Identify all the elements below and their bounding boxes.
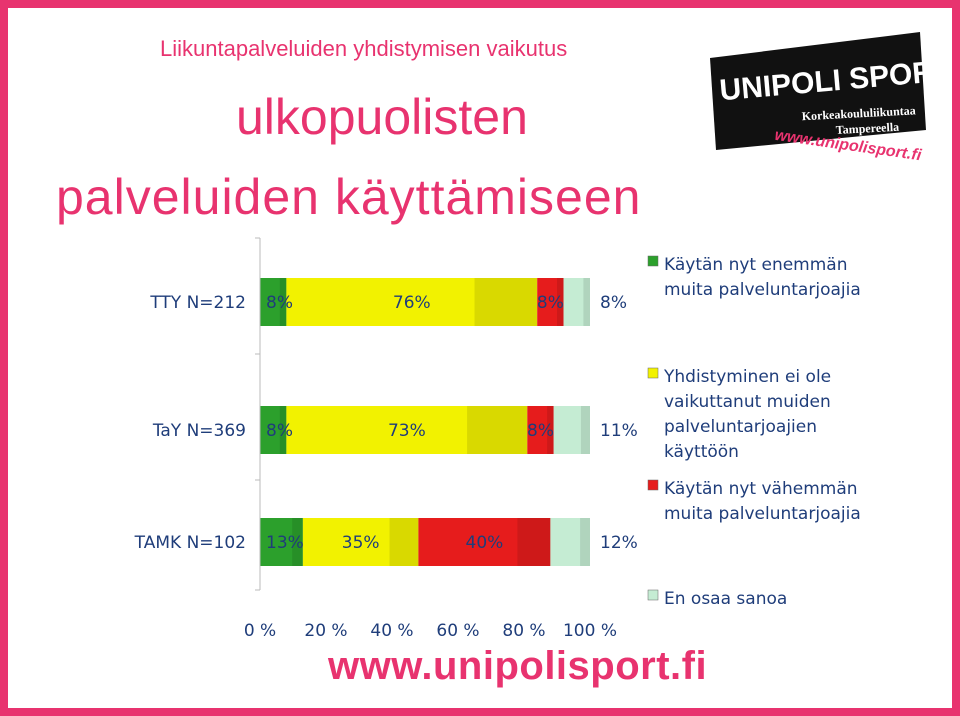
bar-segment — [302, 518, 419, 566]
x-axis: TTY N=212 TaY N=369 TAMK N=102 0 % 20 % 40 % 6… — [134, 237, 617, 641]
bar-segment-shade — [580, 406, 590, 454]
bar-segment-shade — [517, 518, 551, 566]
bar-segment-shade — [547, 406, 554, 454]
data-label: 8% — [537, 293, 564, 313]
bar-segment-shade — [389, 518, 419, 566]
x-tick-label: 80 % — [502, 621, 545, 641]
stacked-bar-chart: 8% 76% 8% 8% 8% 73% 8% 11% 13% 35% 40% 12% TTY N=21… — [134, 237, 861, 641]
logo-tagline1: Korkeakoululiikuntaa — [801, 103, 916, 123]
slide-title-line2: palveluiden käyttämiseen — [56, 169, 642, 225]
bar-segment — [537, 278, 564, 326]
x-tick-label: 40 % — [370, 621, 413, 641]
bar-segment — [553, 406, 590, 454]
legend-swatch — [647, 479, 659, 491]
unipoli-sport-logo: UNIPOLI SPORT Korkeakoululiikuntaa Tampe… — [710, 32, 926, 164]
category-label: TAMK N=102 — [134, 533, 246, 553]
bar-segment — [550, 518, 590, 566]
legend-swatch — [647, 255, 659, 267]
x-tick-label: 100 % — [563, 621, 617, 641]
x-tick-label: 0 % — [244, 621, 276, 641]
data-label: 8% — [266, 421, 293, 441]
bar-segment — [418, 518, 551, 566]
slide-subtitle: Liikuntapalveluiden yhdistymisen vaikutu… — [160, 36, 568, 61]
bar-segment — [286, 406, 528, 454]
bar-segment-shade — [279, 278, 287, 326]
data-label: 11% — [600, 421, 638, 441]
bar-segment-shade — [474, 278, 538, 326]
bar-segment-shade — [467, 406, 528, 454]
data-label: 73% — [388, 421, 426, 441]
bar-segment — [260, 406, 287, 454]
bar-segment-shade — [580, 518, 590, 566]
data-label: 8% — [266, 293, 293, 313]
legend-swatch — [647, 589, 659, 601]
bar-group: 8% 76% 8% 8% 8% 73% 8% 11% 13% 35% 40% 12% — [260, 278, 638, 566]
bar-segment — [260, 518, 303, 566]
data-label: 12% — [600, 533, 638, 553]
bar-segment-shade — [279, 406, 287, 454]
category-label: TaY N=369 — [152, 421, 246, 441]
bar-segment — [286, 278, 538, 326]
bar-segment-shade — [557, 278, 564, 326]
bar-segment — [260, 278, 287, 326]
logo-background — [710, 32, 926, 150]
bar-segment-shade — [583, 278, 590, 326]
bar-segment-shade — [292, 518, 303, 566]
data-label: 8% — [600, 293, 627, 313]
slide: Liikuntapalveluiden yhdistymisen vaikutu… — [8, 8, 952, 708]
footer-url: www.unipolisport.fi — [328, 644, 708, 688]
legend-label: En osaa sanoa — [664, 589, 787, 609]
data-label: 13% — [266, 533, 304, 553]
category-label: TTY N=212 — [149, 293, 246, 313]
bar-segment — [527, 406, 554, 454]
x-tick-label: 60 % — [436, 621, 479, 641]
logo-tagline2: Tampereella — [835, 120, 899, 137]
data-label: 8% — [527, 421, 554, 441]
data-label: 76% — [393, 293, 431, 313]
data-label: 35% — [342, 533, 380, 553]
x-tick-label: 20 % — [304, 621, 347, 641]
legend-swatch — [647, 367, 659, 379]
slide-title-line1: ulkopuolisten — [236, 89, 528, 145]
data-label: 40% — [466, 533, 504, 553]
bar-segment — [563, 278, 590, 326]
legend-label: Käytän nyt enemmän muita palveluntarjoaji… — [664, 255, 861, 300]
legend-label: Yhdistyminen ei ole vaikuttanut muiden pal… — [663, 367, 831, 462]
legend: Käytän nyt enemmän muita palveluntarjoaji… — [647, 255, 861, 609]
legend-label: Käytän nyt vähemmän muita palveluntarjoaj… — [664, 479, 861, 524]
